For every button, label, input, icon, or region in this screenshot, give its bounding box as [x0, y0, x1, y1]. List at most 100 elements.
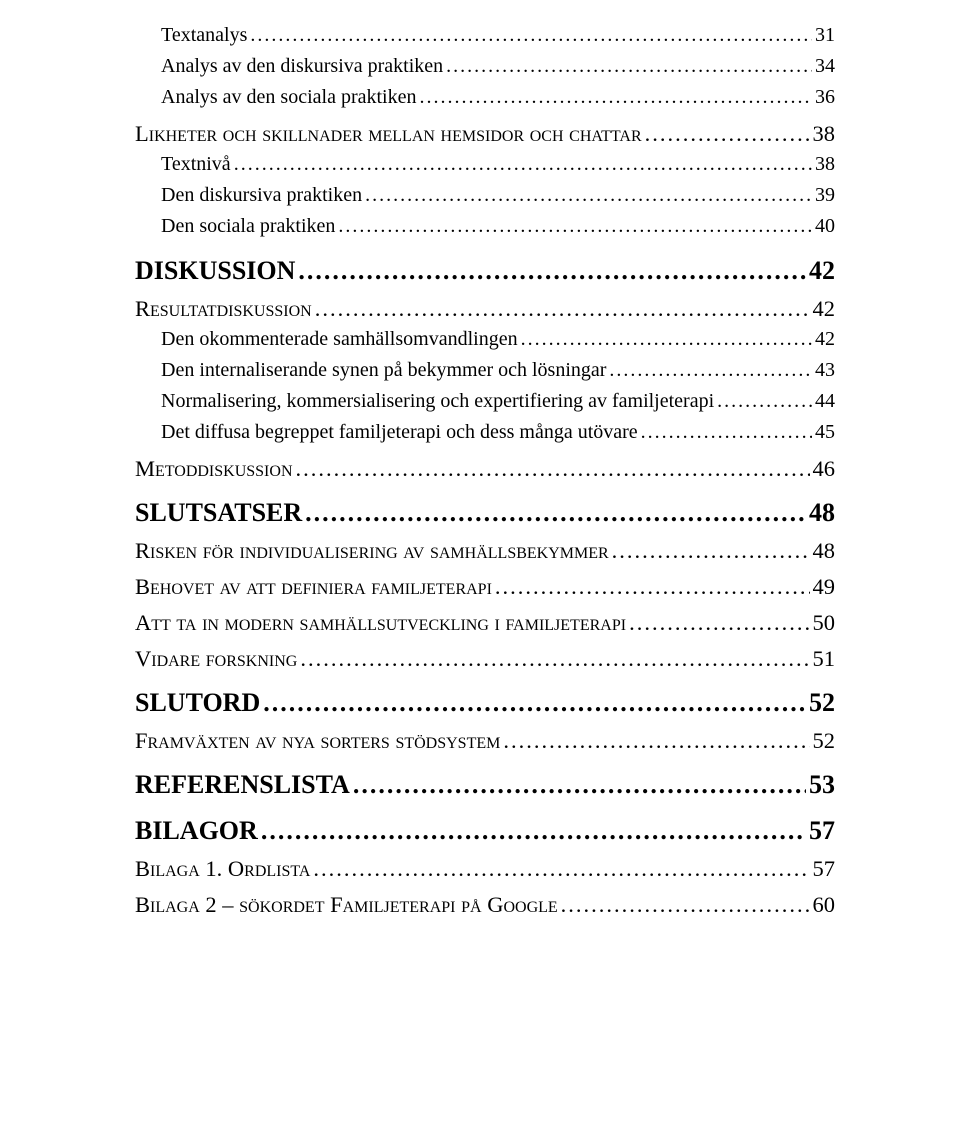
toc-entry: Det diffusa begreppet familjeterapi och …: [135, 417, 835, 448]
toc-page-number: 49: [813, 574, 836, 600]
toc-entry: Risken för individualisering av samhälls…: [135, 530, 835, 566]
toc-page-number: 44: [815, 386, 835, 417]
toc-entry: SLUTSATSER 48: [135, 484, 835, 530]
toc-leader: [503, 728, 809, 754]
toc-page-number: 45: [815, 417, 835, 448]
toc-label: Behovet av att definiera familjeterapi: [135, 574, 492, 600]
toc-leader: [315, 296, 810, 322]
toc-label: Den sociala praktiken: [161, 211, 335, 242]
toc-page: Textanalys31Analys av den diskursiva pra…: [0, 0, 960, 940]
toc-leader: [338, 211, 812, 242]
toc-page-number: 34: [815, 51, 835, 82]
toc-entry: Metoddiskussion 46: [135, 448, 835, 484]
toc-page-number: 52: [809, 688, 835, 718]
toc-label: DISKUSSION: [135, 256, 295, 286]
toc-label: SLUTORD: [135, 688, 260, 718]
toc-entry: Vidare forskning 51: [135, 638, 835, 674]
toc-leader: [300, 646, 809, 672]
toc-leader: [250, 20, 812, 51]
toc-entry: Textanalys 31: [135, 20, 835, 51]
toc-leader: [561, 892, 810, 918]
toc-leader: [305, 498, 806, 528]
toc-page-number: 57: [813, 856, 836, 882]
toc-page-number: 48: [813, 538, 836, 564]
toc-leader: [261, 816, 806, 846]
toc-list: Textanalys31Analys av den diskursiva pra…: [135, 20, 835, 920]
toc-page-number: 46: [813, 456, 836, 482]
toc-page-number: 48: [809, 498, 835, 528]
toc-leader: [296, 456, 810, 482]
toc-entry: Bilaga 2 – sökordet Familjeterapi på Goo…: [135, 884, 835, 920]
toc-page-number: 42: [815, 324, 835, 355]
toc-label: Det diffusa begreppet familjeterapi och …: [161, 417, 638, 448]
toc-leader: [609, 355, 812, 386]
toc-leader: [313, 856, 809, 882]
toc-label: Vidare forskning: [135, 646, 297, 672]
toc-leader: [717, 386, 812, 417]
toc-label: Bilaga 2 – sökordet Familjeterapi på Goo…: [135, 892, 558, 918]
toc-leader: [641, 417, 812, 448]
toc-page-number: 42: [809, 256, 835, 286]
toc-page-number: 31: [815, 20, 835, 51]
toc-page-number: 38: [813, 121, 836, 147]
toc-entry: SLUTORD 52: [135, 674, 835, 720]
toc-page-number: 50: [813, 610, 836, 636]
toc-page-number: 40: [815, 211, 835, 242]
toc-entry: Den diskursiva praktiken 39: [135, 180, 835, 211]
toc-entry: BILAGOR 57: [135, 802, 835, 848]
toc-entry: Att ta in modern samhällsutveckling i fa…: [135, 602, 835, 638]
toc-entry: Likheter och skillnader mellan hemsidor …: [135, 113, 835, 149]
toc-label: Att ta in modern samhällsutveckling i fa…: [135, 610, 626, 636]
toc-leader: [419, 82, 812, 113]
toc-entry: Bilaga 1. Ordlista 57: [135, 848, 835, 884]
toc-entry: REFERENSLISTA 53: [135, 756, 835, 802]
toc-label: Metoddiskussion: [135, 456, 293, 482]
toc-label: SLUTSATSER: [135, 498, 302, 528]
toc-label: Analys av den sociala praktiken: [161, 82, 416, 113]
toc-label: Bilaga 1. Ordlista: [135, 856, 310, 882]
toc-entry: Den okommenterade samhällsomvandlingen 42: [135, 324, 835, 355]
toc-entry: Textnivå 38: [135, 149, 835, 180]
toc-label: Den okommenterade samhällsomvandlingen: [161, 324, 518, 355]
toc-entry: DISKUSSION 42: [135, 242, 835, 288]
toc-label: Framväxten av nya sorters stödsystem: [135, 728, 500, 754]
toc-entry: Framväxten av nya sorters stödsystem52: [135, 720, 835, 756]
toc-leader: [521, 324, 812, 355]
toc-label: Risken för individualisering av samhälls…: [135, 538, 609, 564]
toc-leader: [365, 180, 812, 211]
toc-page-number: 53: [809, 770, 835, 800]
toc-leader: [234, 149, 812, 180]
toc-label: Textanalys: [161, 20, 247, 51]
toc-page-number: 42: [813, 296, 836, 322]
toc-leader: [446, 51, 812, 82]
toc-entry: Behovet av att definiera familjeterapi 49: [135, 566, 835, 602]
toc-label: Den internaliserande synen på bekymmer o…: [161, 355, 606, 386]
toc-page-number: 43: [815, 355, 835, 386]
toc-page-number: 36: [815, 82, 835, 113]
toc-entry: Analys av den sociala praktiken 36: [135, 82, 835, 113]
toc-entry: Resultatdiskussion 42: [135, 288, 835, 324]
toc-leader: [645, 121, 810, 147]
toc-label: REFERENSLISTA: [135, 770, 350, 800]
toc-page-number: 60: [813, 892, 836, 918]
toc-label: Analys av den diskursiva praktiken: [161, 51, 443, 82]
toc-leader: [353, 770, 806, 800]
toc-entry: Normalisering, kommersialisering och exp…: [135, 386, 835, 417]
toc-label: Resultatdiskussion: [135, 296, 312, 322]
toc-leader: [263, 688, 806, 718]
toc-page-number: 38: [815, 149, 835, 180]
toc-leader: [629, 610, 809, 636]
toc-label: Normalisering, kommersialisering och exp…: [161, 386, 714, 417]
toc-leader: [495, 574, 810, 600]
toc-entry: Den internaliserande synen på bekymmer o…: [135, 355, 835, 386]
toc-page-number: 39: [815, 180, 835, 211]
toc-entry: Den sociala praktiken 40: [135, 211, 835, 242]
toc-label: Den diskursiva praktiken: [161, 180, 362, 211]
toc-label: Likheter och skillnader mellan hemsidor …: [135, 121, 642, 147]
toc-leader: [298, 256, 806, 286]
toc-label: Textnivå: [161, 149, 231, 180]
toc-entry: Analys av den diskursiva praktiken 34: [135, 51, 835, 82]
toc-page-number: 51: [813, 646, 836, 672]
toc-page-number: 57: [809, 816, 835, 846]
toc-label: BILAGOR: [135, 816, 258, 846]
